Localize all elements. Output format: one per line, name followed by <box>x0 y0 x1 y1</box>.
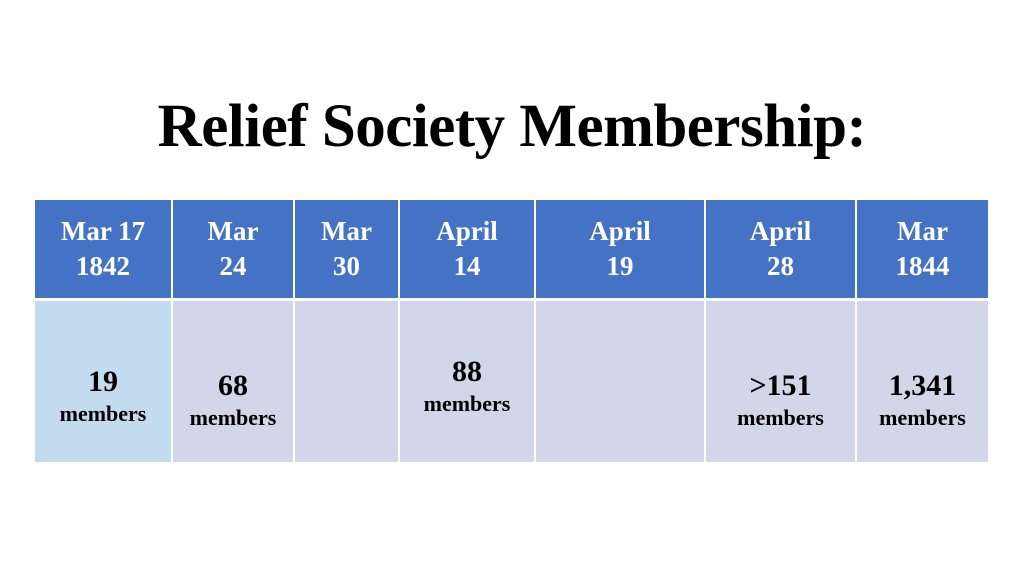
column-header-line2: 24 <box>219 251 247 281</box>
membership-unit: members <box>879 404 966 430</box>
column-header-line2: 28 <box>767 251 794 281</box>
membership-count: 1,341 <box>888 368 957 402</box>
membership-unit: members <box>189 404 277 430</box>
column-header-mar-30[interactable]: Mar 30 <box>295 200 400 298</box>
column-header-line1: Mar <box>207 216 259 246</box>
column-header-line2: 19 <box>606 251 634 281</box>
membership-count: 88 <box>452 354 482 388</box>
table-row: 19 members 68 members <box>35 298 988 462</box>
column-header-line2: 1844 <box>895 251 950 281</box>
membership-table: Mar 17 1842 Mar 24 Mar 30 April 14 April <box>35 200 988 462</box>
table-header-row: Mar 17 1842 Mar 24 Mar 30 April 14 April <box>35 200 988 298</box>
membership-unit: members <box>59 400 147 426</box>
column-header-mar-17-1842[interactable]: Mar 17 1842 <box>35 200 173 298</box>
page-title: Relief Society Membership: <box>0 92 1024 162</box>
column-header-april-14[interactable]: April 14 <box>400 200 536 298</box>
membership-cell-mar-30[interactable] <box>295 298 400 462</box>
column-header-april-28[interactable]: April 28 <box>706 200 857 298</box>
membership-count: 68 <box>218 368 248 402</box>
membership-cell-april-19[interactable] <box>536 298 706 462</box>
membership-cell-mar-17-1842[interactable]: 19 members <box>35 298 173 462</box>
column-header-line1: Mar 17 <box>60 216 146 246</box>
column-header-mar-24[interactable]: Mar 24 <box>173 200 295 298</box>
membership-count: >151 <box>749 368 812 402</box>
column-header-line1: Mar <box>321 216 372 246</box>
column-header-line1: April <box>436 216 498 246</box>
column-header-line2: 1842 <box>76 251 130 281</box>
membership-count: 19 <box>88 364 118 398</box>
column-header-line1: Mar <box>897 216 948 246</box>
membership-cell-mar-24[interactable]: 68 members <box>173 298 295 462</box>
column-header-line2: 30 <box>333 251 360 281</box>
membership-unit: members <box>423 390 511 416</box>
column-header-april-19[interactable]: April 19 <box>536 200 706 298</box>
membership-cell-april-14[interactable]: 88 members <box>400 298 536 462</box>
column-header-line2: 14 <box>453 251 481 281</box>
column-header-mar-1844[interactable]: Mar 1844 <box>857 200 988 298</box>
column-header-line1: April <box>749 216 812 246</box>
column-header-line1: April <box>589 216 651 246</box>
membership-unit: members <box>737 404 824 430</box>
membership-cell-april-28[interactable]: >151 members <box>706 298 857 462</box>
membership-cell-mar-1844[interactable]: 1,341 members <box>857 298 988 462</box>
page-title-text: Relief Society Membership: <box>157 93 867 160</box>
